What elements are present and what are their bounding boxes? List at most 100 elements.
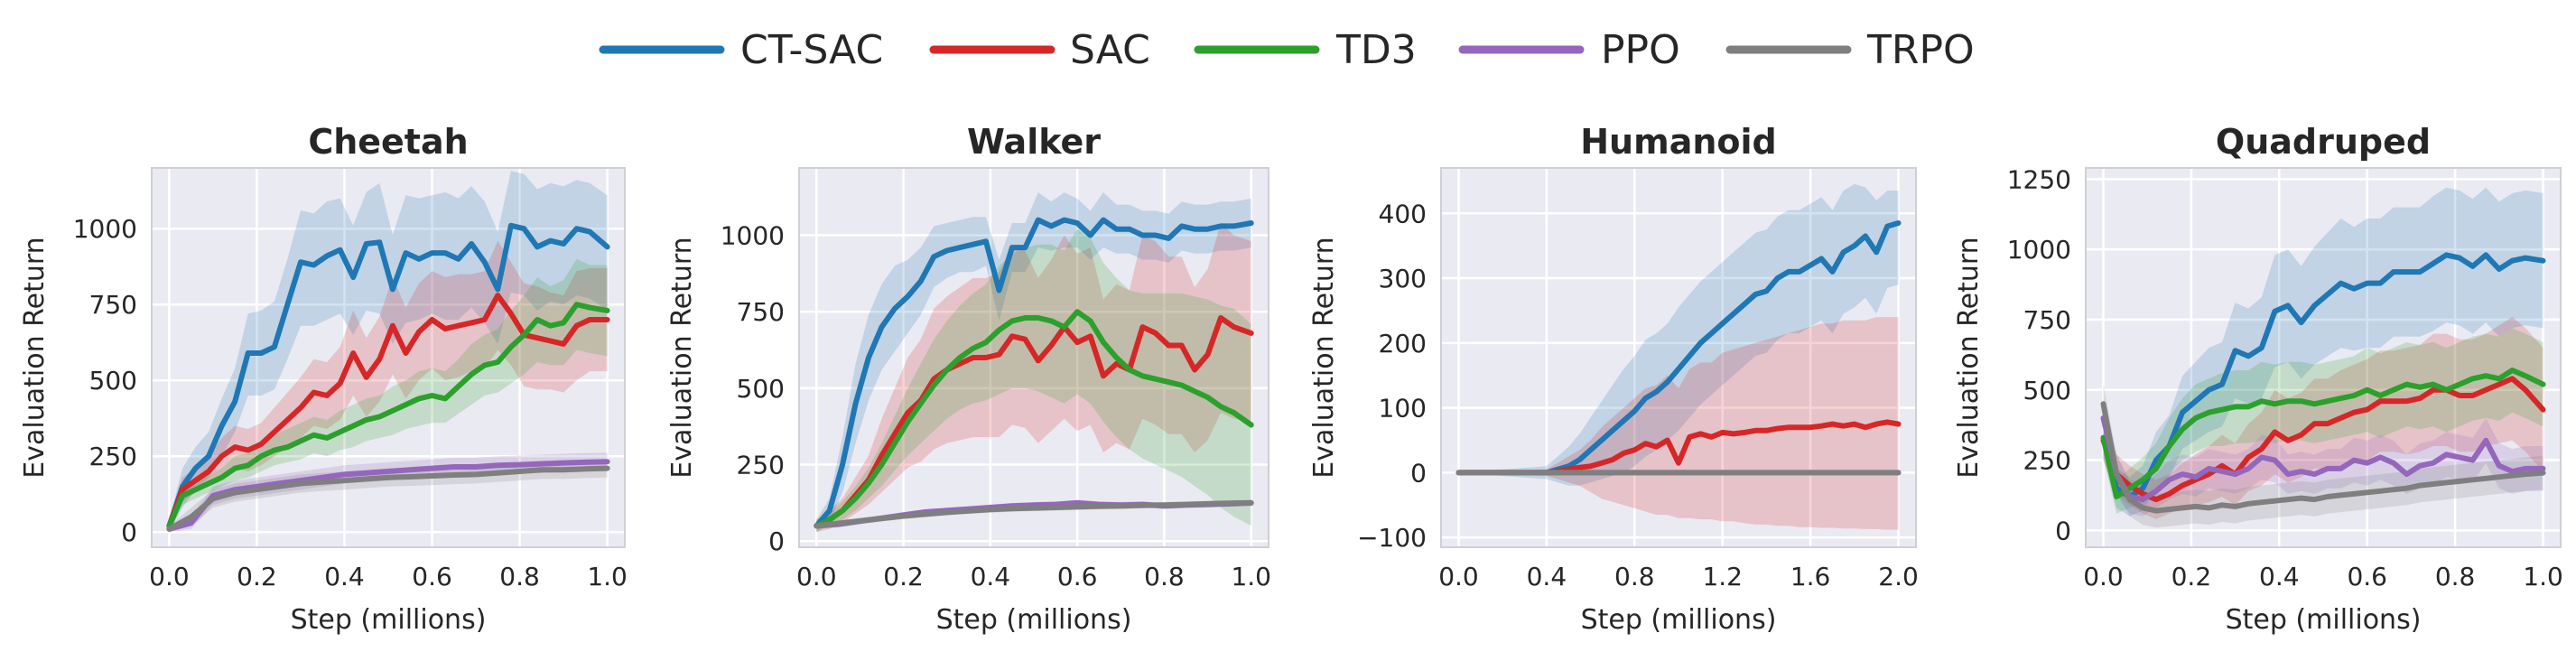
band-sac	[169, 240, 608, 533]
x-tick-label: 0.4	[324, 562, 365, 591]
x-tick-label: 0.2	[237, 562, 277, 591]
plot-frame	[151, 167, 626, 548]
y-tick-label: 750	[2023, 305, 2071, 335]
band-trpo	[2103, 384, 2543, 528]
series-line-ct-sac	[814, 217, 1254, 529]
plot-background	[152, 168, 625, 547]
band-td3	[169, 258, 608, 533]
x-axis-label: Step (millions)	[1581, 604, 1777, 636]
y-axis-label: Evaluation Return	[19, 237, 51, 478]
plot-background	[1441, 168, 1916, 547]
y-tick-label: 250	[89, 442, 137, 471]
x-tick-label: 0.6	[1057, 562, 1098, 591]
plot-frame	[1440, 167, 1917, 548]
panel-title: Quadruped	[2216, 122, 2431, 162]
x-tick-label: 0.8	[1144, 562, 1185, 591]
y-tick-label: 750	[737, 297, 785, 327]
series-line-trpo	[166, 465, 610, 532]
series-line-sac	[1455, 419, 1902, 476]
y-axis-label: Evaluation Return	[666, 237, 698, 478]
y-axis-label: Evaluation Return	[1953, 237, 1985, 478]
legend-entry-trpo: TRPO	[1725, 27, 1975, 73]
legend-label: CT-SAC	[740, 27, 883, 73]
panel-cheetah: 0.0 0.2 0.4 0.6 0.8 1.0 0 250 500 750 1000 Step (mi…	[19, 122, 628, 636]
panel-title: Cheetah	[308, 122, 468, 162]
series-layer	[814, 192, 1254, 533]
series-layer	[166, 171, 610, 533]
y-tick-label: 1000	[2007, 235, 2071, 265]
series-line-sac	[166, 293, 610, 529]
y-tick-label: 300	[1379, 264, 1427, 293]
x-tick-label: 0.0	[2083, 562, 2124, 591]
series-line-sac	[2100, 376, 2546, 503]
band-td3	[2103, 328, 2543, 514]
series-line-ppo	[2100, 414, 2546, 503]
x-tick-label: 1.0	[1231, 562, 1271, 591]
x-tick-label: 0.2	[883, 562, 924, 591]
x-tick-label: 1.0	[587, 562, 628, 591]
panel-humanoid: 0.0 0.4 0.8 1.2 1.6 2.0 −100 0 100 200 300 400 Step …	[1308, 122, 1919, 636]
band-sac	[816, 223, 1251, 533]
legend-label: SAC	[1070, 27, 1150, 73]
band-td3	[816, 228, 1251, 533]
x-tick-label: 2.0	[1878, 562, 1919, 591]
panel-title: Humanoid	[1580, 122, 1776, 162]
panel-walker: 0.0 0.2 0.4 0.6 0.8 1.0 0 250 500 750 1000 Step (mi…	[666, 122, 1271, 636]
band-ct-sac	[169, 171, 608, 533]
y-tick-label: 0	[121, 517, 137, 547]
y-tick-label: 500	[2023, 376, 2071, 405]
legend-entry-ct-sac: CT-SAC	[599, 27, 883, 73]
series-layer	[2100, 187, 2546, 528]
legend: CT-SAC SAC TD3 PPO TRPO	[599, 27, 1975, 73]
x-axis-label: Step (millions)	[2226, 604, 2422, 636]
series-line-ppo	[166, 459, 610, 532]
panel-quadruped: 0.0 0.2 0.4 0.6 0.8 1.0 0 250 500 750 1000 1250 Step…	[1953, 122, 2563, 636]
x-tick-label: 0.0	[1438, 562, 1479, 591]
y-tick-label: 250	[2023, 446, 2071, 476]
x-tick-label: 1.6	[1790, 562, 1831, 591]
y-tick-label: 1000	[721, 221, 785, 251]
series-line-td3	[166, 302, 610, 529]
legend-entry-td3: TD3	[1194, 27, 1417, 73]
x-tick-label: 0.6	[412, 562, 452, 591]
series-line-ct-sac	[1455, 220, 1902, 476]
legend-entry-sac: SAC	[929, 27, 1150, 73]
series-line-td3	[814, 309, 1254, 529]
series-line-ct-sac	[2100, 252, 2546, 499]
y-axis-label: Evaluation Return	[1308, 237, 1340, 478]
legend-label: TRPO	[1866, 27, 1975, 73]
x-tick-label: 0.8	[1614, 562, 1655, 591]
band-ct-sac	[2103, 187, 2543, 517]
y-tick-label: 0	[768, 526, 785, 556]
series-line-trpo	[814, 499, 1254, 529]
series-line-sac	[814, 315, 1254, 529]
x-tick-label: 0.6	[2347, 562, 2387, 591]
y-tick-label: 400	[1379, 199, 1427, 228]
x-tick-label: 0.8	[2435, 562, 2476, 591]
y-tick-label: 200	[1379, 329, 1427, 359]
x-tick-label: 0.0	[796, 562, 837, 591]
y-tick-label: 1000	[73, 214, 137, 244]
x-tick-label: 0.0	[149, 562, 190, 591]
x-tick-label: 1.2	[1702, 562, 1743, 591]
x-tick-label: 0.4	[2259, 562, 2300, 591]
series-line-trpo	[2100, 401, 2546, 514]
x-tick-label: 0.2	[2171, 562, 2212, 591]
plot-frame	[798, 167, 1269, 548]
x-tick-label: 0.4	[1527, 562, 1567, 591]
y-tick-label: −100	[1357, 523, 1427, 553]
x-tick-label: 0.4	[971, 562, 1011, 591]
band-ct-sac	[1458, 183, 1899, 486]
grid	[2086, 168, 2561, 547]
band-ppo	[2103, 398, 2543, 517]
legend-entry-ppo: PPO	[1458, 27, 1680, 73]
y-tick-label: 1250	[2007, 164, 2071, 194]
band-trpo	[169, 459, 608, 533]
x-axis-label: Step (millions)	[936, 604, 1132, 636]
band-sac	[1458, 317, 1899, 530]
y-tick-label: 0	[2055, 516, 2071, 545]
y-tick-label: 100	[1379, 394, 1427, 424]
panel-title: Walker	[967, 122, 1101, 162]
x-axis-label: Step (millions)	[291, 604, 487, 636]
